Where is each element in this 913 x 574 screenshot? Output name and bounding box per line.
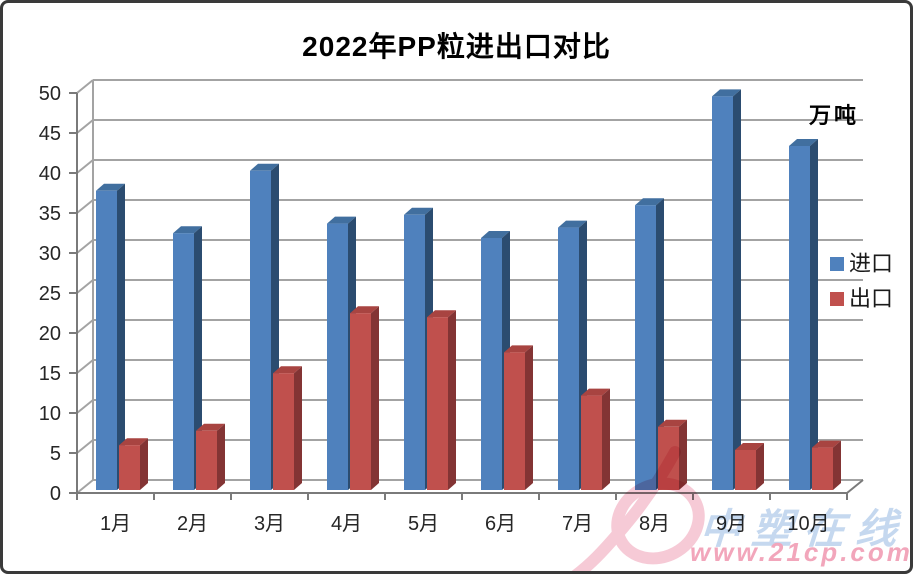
x-label-4: 4月 [331, 513, 362, 535]
export-color-swatch [830, 292, 844, 306]
bar-import-top-3 [250, 163, 279, 171]
gridline-connector-15 [76, 359, 94, 374]
y-tick-label-20: 20 [39, 323, 61, 345]
bar-import-top-8 [635, 198, 664, 206]
bar-export-top-7 [581, 388, 610, 396]
legend: 进口 出口 [830, 253, 893, 310]
bar-import-9 [712, 96, 733, 491]
x-label-2: 2月 [177, 513, 208, 535]
legend-import-label: 进口 [849, 251, 894, 276]
y-tick-label-0: 0 [50, 483, 61, 505]
gridline-connector-35 [76, 199, 94, 214]
bar-export-top-1 [119, 438, 148, 446]
bar-import-top-5 [404, 207, 433, 215]
bar-import-3 [250, 170, 271, 491]
gridline-connector-25 [76, 279, 94, 294]
bar-export-side-3 [294, 366, 302, 490]
bar-import-top-4 [327, 216, 356, 224]
chart-title: 2022年PP粒进出口对比 [302, 31, 611, 62]
bar-export-3 [273, 373, 294, 490]
bar-export-1 [119, 445, 140, 490]
bar-import-top-9 [712, 89, 741, 97]
import-color-swatch [830, 257, 844, 271]
gridline-connector-10 [76, 399, 94, 414]
x-label-1: 1月 [100, 513, 131, 535]
legend-export-label: 出口 [849, 286, 894, 311]
y-tick-label-10: 10 [39, 403, 61, 425]
y-tick-label-40: 40 [39, 163, 61, 185]
bar-export-4 [350, 313, 371, 490]
bar-import-side-1 [117, 183, 125, 491]
y-tick-label-50: 50 [39, 83, 61, 105]
bar-import-top-1 [96, 183, 125, 191]
bar-export-8 [658, 426, 679, 490]
gridline-connector-0 [76, 479, 94, 494]
y-tick-label-5: 5 [50, 443, 61, 465]
bar-import-7 [558, 227, 579, 490]
y-tick-label-25: 25 [39, 283, 61, 305]
bar-export-5 [427, 317, 448, 490]
bar-chart-plot: 0 5 10 15 20 25 30 35 40 45 50 1月 2月 3月 4月 5月 6月 7月 8月 9月 10… [39, 79, 864, 535]
gridline-connector-5 [76, 439, 94, 454]
bar-export-2 [196, 430, 217, 490]
bar-import-side-2 [194, 226, 202, 490]
bar-export-10 [812, 447, 833, 490]
bar-export-side-1 [140, 438, 148, 490]
y-tick-label-15: 15 [39, 363, 61, 385]
gridline-connector-45 [76, 119, 94, 134]
x-label-9: 9月 [716, 513, 747, 535]
y-tick-label-45: 45 [39, 123, 61, 145]
bar-export-top-9 [735, 443, 764, 450]
bar-export-side-10 [833, 440, 841, 490]
bar-export-top-6 [504, 345, 533, 353]
x-label-7: 7月 [562, 513, 593, 535]
bar-import-top-7 [558, 220, 587, 228]
unit-label: 万吨 [809, 103, 860, 128]
bar-import-6 [481, 238, 502, 490]
bar-export-top-5 [427, 310, 456, 318]
bar-import-top-2 [173, 226, 202, 234]
legend-item-import: 进口 [830, 253, 893, 275]
x-label-10: 10月 [787, 513, 829, 535]
bar-import-2 [173, 233, 194, 490]
bar-import-top-6 [481, 231, 510, 238]
bar-import-side-9 [733, 89, 741, 491]
gridline-connector-30 [76, 239, 94, 254]
bar-export-side-9 [756, 443, 764, 490]
floor-right-edge [846, 479, 864, 494]
gridline-connector-50 [76, 79, 94, 94]
bar-import-top-10 [789, 139, 818, 146]
bar-import-side-10 [810, 139, 818, 490]
bar-export-side-7 [602, 388, 610, 490]
bar-export-side-6 [525, 345, 533, 490]
y-tick-label-30: 30 [39, 243, 61, 265]
bar-export-top-4 [350, 306, 379, 314]
bar-import-4 [327, 223, 348, 490]
bar-import-5 [404, 214, 425, 491]
bar-import-side-8 [656, 198, 664, 490]
bar-export-side-4 [371, 306, 379, 490]
y-tick-label-35: 35 [39, 203, 61, 225]
bar-export-side-5 [448, 310, 456, 490]
bar-import-1 [96, 190, 117, 491]
bar-export-side-8 [679, 419, 687, 490]
bar-export-7 [581, 395, 602, 490]
bar-import-8 [635, 205, 656, 490]
gridline-connector-40 [76, 159, 94, 174]
x-label-3: 3月 [254, 513, 285, 535]
bar-export-top-2 [196, 423, 225, 431]
x-label-5: 5月 [408, 513, 439, 535]
x-label-6: 6月 [485, 513, 516, 535]
bar-export-6 [504, 352, 525, 490]
x-label-8: 8月 [639, 513, 670, 535]
bar-export-9 [735, 450, 756, 490]
gridline-connector-20 [76, 319, 94, 334]
bar-export-top-8 [658, 419, 687, 427]
bar-export-top-10 [812, 440, 841, 448]
bar-export-top-3 [273, 366, 302, 374]
legend-item-export: 出口 [830, 288, 893, 310]
bar-import-10 [789, 146, 810, 490]
bar-export-side-2 [217, 423, 225, 490]
